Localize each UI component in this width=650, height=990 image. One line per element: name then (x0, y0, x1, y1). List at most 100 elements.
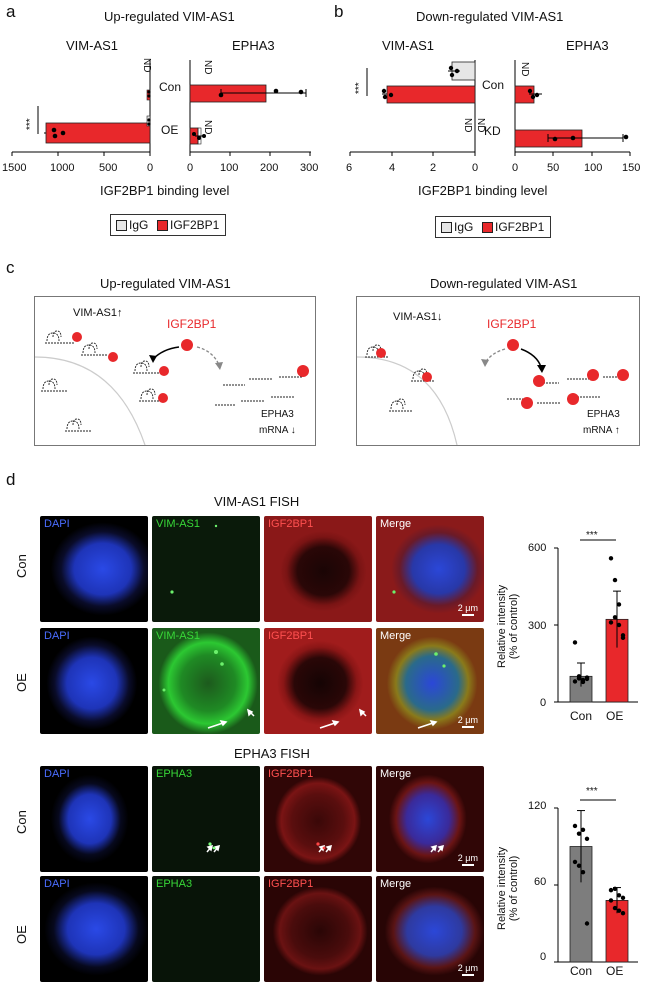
data-point (580, 827, 586, 833)
panel-b-left-label: VIM-AS1 (382, 38, 435, 53)
panel-a-legend: IgG IGF2BP1 (110, 214, 226, 236)
fish1-oe-dapi-image: DAPI (40, 628, 148, 734)
schematic-down-drawing (357, 339, 629, 445)
channel-label: Merge (380, 768, 412, 780)
panel-a-vim-oe-dot (51, 127, 57, 133)
panel-b-right-tick: 150 (622, 162, 641, 174)
legend-label-igf2bp1: IGF2BP1 (495, 220, 545, 234)
scale-bar: 2 μm (458, 603, 478, 616)
panel-b-chart (349, 60, 631, 156)
schematic-down-protein-label: IGF2BP1 (487, 317, 537, 331)
data-point (620, 895, 626, 901)
legend-swatch-igg (441, 222, 452, 234)
legend-label-igg: IgG (454, 220, 474, 234)
legend-swatch-igg (116, 220, 127, 232)
legend-swatch-igf2bp1 (482, 222, 493, 234)
panel-a-left-tick: 1500 (2, 162, 27, 174)
fish2-ytick: 60 (534, 876, 547, 888)
fish1-con-vim-image: VIM-AS1 (152, 516, 260, 622)
panel-b-left-tick: 6 (346, 162, 353, 174)
panel-a-xlabel: IGF2BP1 binding level (100, 183, 230, 198)
fish1-con-dapi-image: DAPI (40, 516, 148, 622)
panel-a-vim-oe-dot (52, 133, 58, 139)
panel-b-legend: IgG IGF2BP1 (435, 216, 551, 238)
channel-label: IGF2BP1 (268, 630, 314, 642)
data-point (572, 859, 578, 865)
data-point (608, 898, 614, 903)
data-point (612, 886, 618, 892)
fish2-bar-chart (554, 799, 638, 963)
panel-a-left-tick: 0 (147, 162, 154, 174)
data-point (612, 577, 618, 583)
data-point (608, 887, 614, 893)
panel-d-letter: d (6, 470, 16, 489)
panel-b-left-tick: 4 (389, 162, 396, 174)
data-point (616, 602, 622, 607)
panel-a-left-tick: 500 (99, 162, 118, 174)
schematic-up-mrna-label: mRNA ↓ (259, 425, 296, 436)
channel-label: VIM-AS1 (156, 630, 201, 642)
panel-a-right-tick: 200 (260, 162, 279, 174)
data-point (612, 615, 618, 620)
panel-b-row-con: Con (482, 78, 505, 92)
fish1-bar-chart (554, 539, 638, 703)
panel-a-left-label: VIM-AS1 (66, 38, 119, 53)
panel-a-right-tick: 300 (300, 162, 319, 174)
data-point (572, 823, 578, 829)
fish2-stars: *** (586, 786, 598, 797)
schematic-down-vim-label: VIM-AS1↓ (393, 311, 443, 323)
data-point (616, 908, 622, 913)
channel-label: DAPI (44, 768, 70, 780)
fish2-ytick: 120 (528, 800, 547, 812)
data-point (584, 921, 590, 926)
fish1-oe-vim-image: VIM-AS1 (152, 628, 260, 734)
data-point (576, 863, 582, 868)
legend-label-igg: IgG (129, 218, 149, 232)
panel-b-letter: b (334, 2, 344, 21)
panel-a-title: Up-regulated VIM-AS1 (104, 9, 235, 24)
fish1-title: VIM-AS1 FISH (214, 494, 300, 509)
data-point (580, 677, 586, 683)
panel-a-right-label: EPHA3 (232, 38, 275, 53)
scale-bar: 2 μm (458, 963, 478, 976)
fish2-ylabel: Relative intensity (% of control) (496, 846, 520, 930)
channel-label: VIM-AS1 (156, 518, 201, 530)
schematic-down-epha-label: EPHA3 (587, 409, 620, 420)
fish1-ytick: 300 (528, 620, 547, 632)
panel-c-letter: c (6, 258, 15, 277)
fish2-con-igf-image: IGF2BP1 (264, 766, 372, 872)
fish2-ytick: 0 (540, 951, 547, 963)
fish1-xcat: Con (570, 709, 593, 723)
panel-b-title: Down-regulated VIM-AS1 (416, 9, 564, 24)
channel-label: DAPI (44, 518, 70, 530)
fish1-con-merge-image: Merge 2 μm (376, 516, 484, 622)
fish2-con-epha-image: EPHA3 (152, 766, 260, 872)
channel-label: EPHA3 (156, 878, 193, 890)
fish2-xcat: OE (606, 964, 624, 978)
schematic-up-vim-label: VIM-AS1↑ (73, 307, 123, 319)
channel-label: EPHA3 (156, 768, 193, 780)
panel-b-right-tick: 100 (584, 162, 603, 174)
data-point (608, 620, 614, 625)
legend-swatch-igf2bp1 (157, 220, 168, 232)
panel-a-right-tick: 0 (187, 162, 194, 174)
fish2-oe-dapi-image: DAPI (40, 876, 148, 982)
data-point (620, 635, 626, 641)
panel-a-letter: a (6, 2, 16, 21)
fish2-con-dapi-image: DAPI (40, 766, 148, 872)
data-point (616, 622, 622, 628)
schematic-down-mrna-label: mRNA ↑ (583, 425, 620, 436)
data-point (584, 836, 590, 841)
panel-b-left-tick: 2 (430, 162, 437, 174)
schematic-up-epha-label: EPHA3 (261, 409, 294, 420)
data-point (576, 676, 582, 681)
data-point (620, 911, 626, 916)
panel-a-right-tick: 100 (220, 162, 239, 174)
fish1-oe-igf-image: IGF2BP1 (264, 628, 372, 734)
data-point (572, 640, 578, 645)
data-point (616, 893, 622, 898)
fish1-stars: *** (586, 530, 598, 541)
panel-b-row-kd: KD (484, 124, 501, 138)
data-point (584, 676, 590, 682)
